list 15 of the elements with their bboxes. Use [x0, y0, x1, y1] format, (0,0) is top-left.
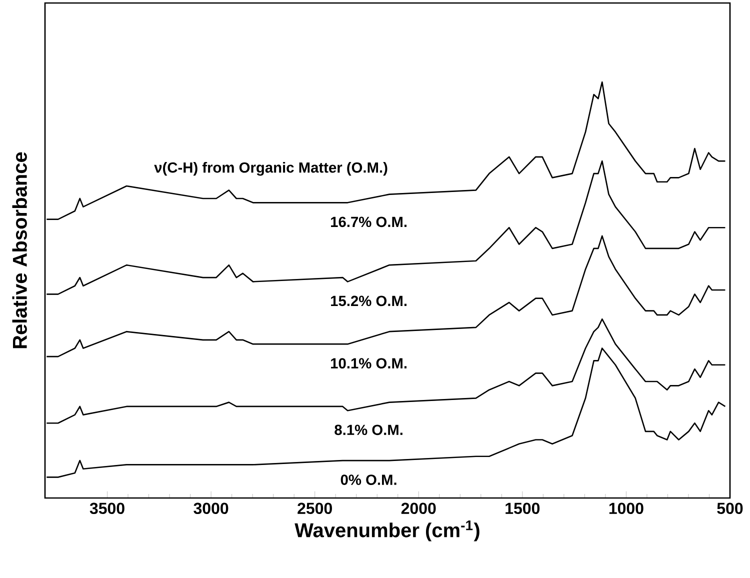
- y-axis-title: Relative Absorbance: [12, 152, 27, 348]
- x-tick-label: 3000: [194, 502, 228, 514]
- series-label: 15.2% O.M.: [331, 296, 406, 306]
- x-tick-label: 1500: [506, 502, 540, 514]
- series-label: 10.1% O.M.: [331, 358, 406, 369]
- series-label: 16.7% O.M.: [331, 216, 406, 228]
- series-label: 8.1% O.M.: [334, 424, 402, 436]
- x-axis-title: Wavenumber (cm$^{-1}$): [294, 520, 480, 542]
- x-tick-label: 500: [717, 502, 743, 514]
- x-tick-label: 1000: [609, 502, 644, 514]
- x-tick-label: 2500: [298, 502, 332, 514]
- annotation: ν(C-H) from Organic Matter (O.M.): [154, 162, 388, 176]
- x-tick-label: 3500: [90, 502, 124, 514]
- x-tick-label: 2000: [401, 502, 436, 514]
- series-label: 0% O.M.: [340, 474, 396, 485]
